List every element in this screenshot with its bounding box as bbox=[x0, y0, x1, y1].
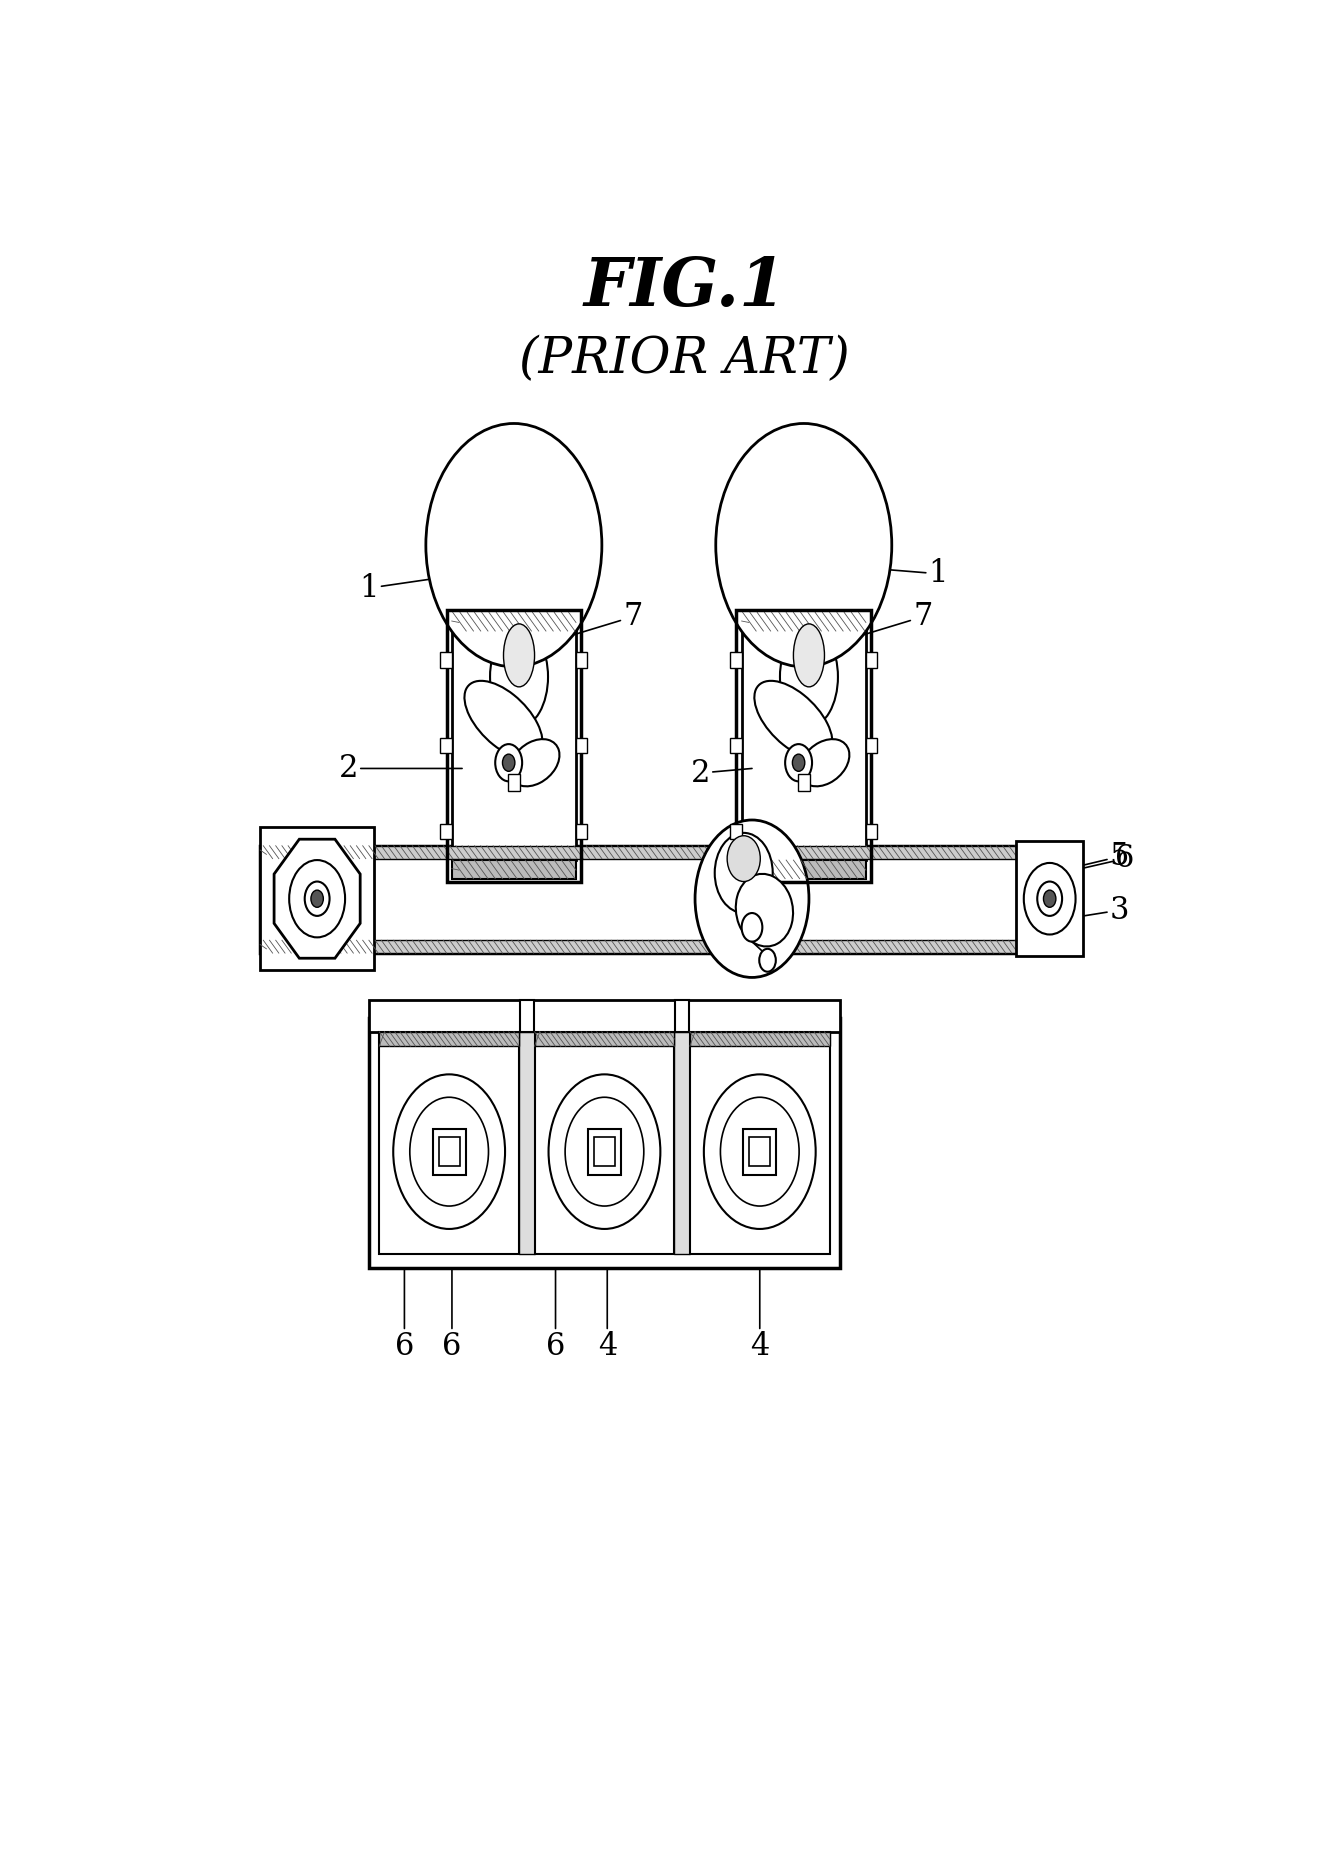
Bar bbox=[452, 861, 576, 879]
Circle shape bbox=[1037, 881, 1062, 916]
Ellipse shape bbox=[504, 625, 534, 686]
Circle shape bbox=[792, 755, 804, 771]
Circle shape bbox=[496, 744, 522, 781]
Circle shape bbox=[305, 881, 330, 916]
Bar bbox=[731, 824, 741, 838]
Circle shape bbox=[720, 1097, 799, 1206]
Text: 7: 7 bbox=[538, 600, 643, 645]
Bar bbox=[261, 846, 1047, 954]
Circle shape bbox=[1043, 890, 1055, 907]
Bar bbox=[261, 846, 1047, 859]
Bar bbox=[866, 824, 878, 838]
Text: 5: 5 bbox=[1053, 840, 1129, 872]
Ellipse shape bbox=[715, 833, 772, 913]
Circle shape bbox=[786, 744, 812, 781]
Bar bbox=[534, 1032, 675, 1047]
Text: 2: 2 bbox=[691, 757, 752, 788]
Ellipse shape bbox=[509, 740, 560, 786]
Bar bbox=[520, 1032, 534, 1253]
Ellipse shape bbox=[799, 740, 850, 786]
Ellipse shape bbox=[780, 626, 838, 727]
Text: 3: 3 bbox=[1053, 894, 1129, 926]
Ellipse shape bbox=[736, 874, 794, 946]
Bar bbox=[736, 610, 871, 881]
Bar bbox=[595, 1138, 615, 1166]
Circle shape bbox=[716, 424, 892, 667]
Text: 1: 1 bbox=[359, 573, 468, 604]
Ellipse shape bbox=[727, 837, 760, 881]
Circle shape bbox=[426, 424, 603, 667]
Bar bbox=[452, 630, 576, 861]
Bar bbox=[508, 773, 520, 792]
Bar bbox=[452, 612, 576, 630]
Circle shape bbox=[393, 1075, 505, 1229]
Bar bbox=[689, 1032, 830, 1253]
Bar bbox=[741, 612, 866, 630]
Bar bbox=[1017, 842, 1083, 956]
Bar bbox=[534, 1032, 675, 1253]
Circle shape bbox=[549, 1075, 660, 1229]
Circle shape bbox=[1023, 863, 1075, 935]
Circle shape bbox=[741, 913, 763, 943]
Bar bbox=[369, 1017, 840, 1268]
Bar bbox=[749, 1138, 770, 1166]
Bar bbox=[369, 1000, 840, 1032]
Bar bbox=[675, 1032, 689, 1253]
Bar bbox=[379, 1032, 520, 1253]
Circle shape bbox=[502, 755, 514, 771]
Bar bbox=[441, 738, 452, 753]
Ellipse shape bbox=[465, 680, 542, 758]
Text: 2: 2 bbox=[338, 753, 462, 784]
Ellipse shape bbox=[755, 680, 832, 758]
Circle shape bbox=[311, 890, 323, 907]
Circle shape bbox=[289, 861, 345, 937]
Bar bbox=[441, 653, 452, 667]
Bar bbox=[731, 738, 741, 753]
Ellipse shape bbox=[794, 625, 824, 686]
Text: 6: 6 bbox=[394, 1268, 414, 1363]
Text: FIG.1: FIG.1 bbox=[584, 255, 786, 320]
Circle shape bbox=[704, 1075, 816, 1229]
Text: (PRIOR ART): (PRIOR ART) bbox=[520, 335, 850, 383]
Bar bbox=[866, 653, 878, 667]
Bar bbox=[261, 941, 1047, 954]
Bar bbox=[689, 1032, 830, 1047]
Bar bbox=[441, 824, 452, 838]
Polygon shape bbox=[274, 838, 361, 957]
Circle shape bbox=[759, 948, 776, 972]
Bar bbox=[731, 653, 741, 667]
Text: 4: 4 bbox=[597, 1268, 617, 1363]
Bar bbox=[741, 630, 866, 861]
Bar bbox=[446, 610, 581, 881]
Bar bbox=[675, 1000, 689, 1032]
Bar bbox=[866, 738, 878, 753]
Text: 7: 7 bbox=[828, 600, 933, 645]
Text: 1: 1 bbox=[851, 558, 949, 589]
Bar bbox=[743, 1128, 776, 1175]
Circle shape bbox=[410, 1097, 489, 1206]
Bar bbox=[379, 1032, 520, 1047]
Bar bbox=[261, 827, 374, 970]
Text: 6: 6 bbox=[442, 1268, 462, 1363]
Bar bbox=[588, 1128, 621, 1175]
Bar bbox=[433, 1128, 466, 1175]
Bar bbox=[741, 861, 866, 879]
Circle shape bbox=[695, 820, 810, 978]
Bar bbox=[576, 738, 588, 753]
Text: 6: 6 bbox=[546, 1268, 565, 1363]
Bar bbox=[576, 824, 588, 838]
Bar bbox=[520, 1000, 534, 1032]
Bar bbox=[798, 773, 810, 792]
Bar bbox=[438, 1138, 460, 1166]
Circle shape bbox=[565, 1097, 644, 1206]
Bar bbox=[576, 653, 588, 667]
Ellipse shape bbox=[490, 626, 548, 727]
Text: 4: 4 bbox=[749, 1268, 770, 1363]
Text: 6: 6 bbox=[1050, 844, 1134, 876]
